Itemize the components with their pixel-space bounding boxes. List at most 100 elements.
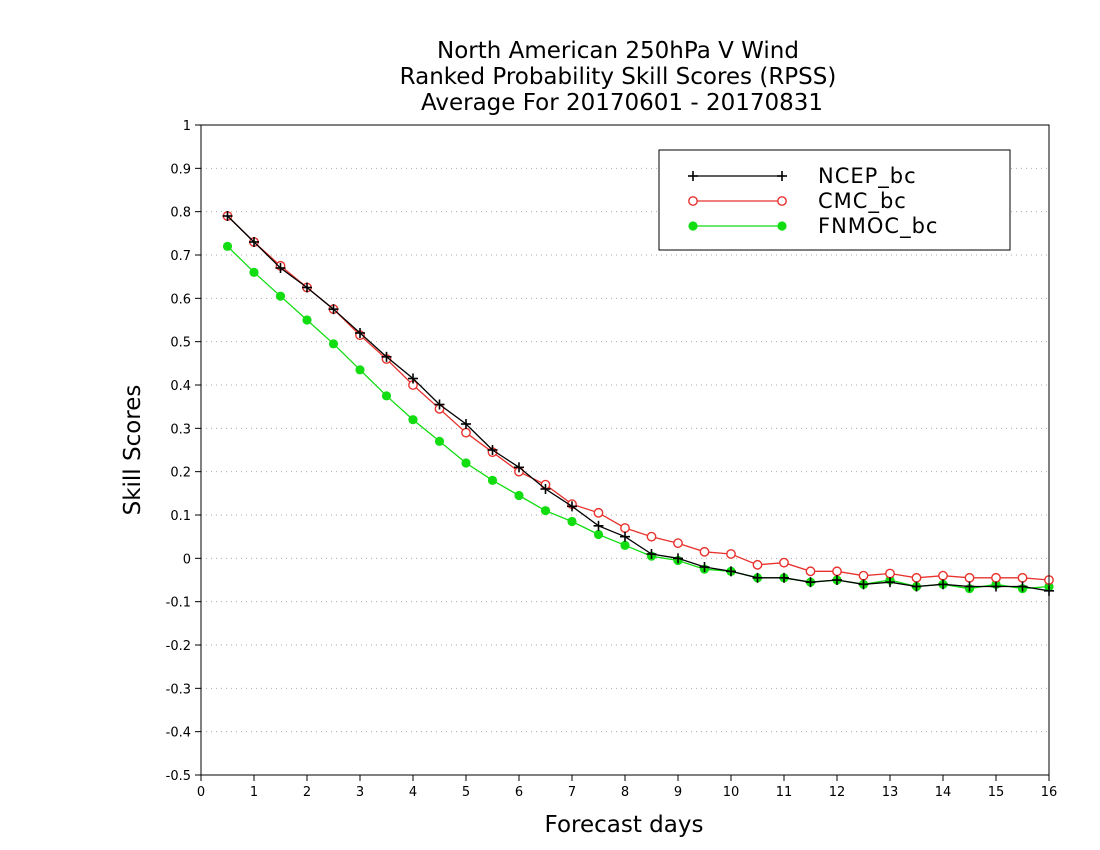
x-tick-label: 1 <box>250 785 258 800</box>
x-tick-label: 12 <box>829 785 846 800</box>
x-tick-label: 8 <box>621 785 629 800</box>
data-point <box>646 549 657 559</box>
series-line <box>227 245 1050 590</box>
legend-marker-fnmoc <box>688 221 787 231</box>
y-tick-label: 0.5 <box>170 336 191 351</box>
data-point <box>487 445 498 455</box>
data-point <box>858 570 869 581</box>
data-point <box>699 546 710 557</box>
y-tick-label: -0.5 <box>166 769 191 784</box>
data-point <box>885 568 895 579</box>
legend-label-cmc: CMC_bc <box>818 189 907 214</box>
grid-lines <box>201 167 1049 733</box>
y-tick-label: -0.1 <box>166 596 191 611</box>
x-axis-label: Forecast days <box>545 812 704 838</box>
legend-entry-ncep: NCEP_bc <box>688 164 917 189</box>
chart-title-line-2: Ranked Probability Skill Scores (RPSS) <box>400 64 837 90</box>
chart-title-line-3: Average For 20170601 - 20170831 <box>421 90 823 116</box>
x-tick-label: 10 <box>723 785 740 800</box>
legend-entry-cmc: CMC_bc <box>688 189 907 214</box>
data-point <box>461 427 471 438</box>
data-point <box>964 572 975 583</box>
y-tick-label: 0.9 <box>170 162 191 177</box>
data-point <box>302 282 312 293</box>
legend: NCEP_bc CMC_bc FNMOC_bc <box>658 149 1011 251</box>
legend-marker-cmc <box>688 196 787 206</box>
data-point <box>991 581 1001 592</box>
x-axis-ticks: 0 1 2 3 4 5 6 7 8 9 10 11 12 13 14 15 16 <box>197 775 1057 800</box>
data-point <box>434 399 445 410</box>
x-tick-label: 6 <box>515 785 523 800</box>
data-point <box>752 572 763 583</box>
data-point <box>408 373 418 384</box>
data-point <box>355 365 365 375</box>
data-point <box>832 575 842 585</box>
data-point <box>673 538 683 549</box>
series-layer <box>222 211 1054 596</box>
legend-marker-ncep <box>688 171 787 181</box>
series-ncep-bc <box>222 211 1054 596</box>
data-point <box>938 579 948 590</box>
series-line <box>227 215 1050 592</box>
data-point <box>540 506 551 516</box>
legend-label-ncep: NCEP_bc <box>818 164 917 189</box>
chart-title-line-1: North American 250hPa V Wind <box>437 38 799 64</box>
legend-marker <box>688 221 698 231</box>
x-tick-label: 14 <box>935 785 952 800</box>
legend-marker <box>777 171 787 181</box>
data-point <box>540 484 551 494</box>
data-point <box>726 566 736 577</box>
data-point <box>328 304 339 315</box>
x-tick-label: 2 <box>303 785 311 800</box>
legend-label-fnmoc: FNMOC_bc <box>818 214 938 239</box>
data-point <box>699 562 710 572</box>
y-axis-ticks: 1 0.9 0.8 0.7 0.6 0.5 0.4 0.3 0.2 0.1 0 -0.1 -0.2 -0.… <box>166 119 201 784</box>
x-tick-label: 0 <box>197 785 205 800</box>
data-point <box>673 553 683 564</box>
data-point <box>858 579 869 590</box>
data-point <box>381 351 392 362</box>
legend-marker <box>688 171 698 181</box>
data-point <box>726 549 736 559</box>
data-point <box>885 577 895 588</box>
data-point <box>620 531 630 542</box>
data-point <box>1017 572 1028 583</box>
series-fnmoc-bc <box>222 241 1054 594</box>
x-tick-label: 11 <box>776 785 793 800</box>
data-point <box>461 458 471 468</box>
legend-entry-fnmoc: FNMOC_bc <box>688 214 938 239</box>
data-point <box>779 557 789 568</box>
data-point <box>991 572 1001 583</box>
data-point <box>620 540 630 550</box>
y-tick-label: 0.3 <box>170 422 191 437</box>
y-tick-label: -0.4 <box>166 726 191 741</box>
data-point <box>964 581 975 592</box>
chart-title: North American 250hPa V Wind Ranked Prob… <box>400 38 837 116</box>
data-point <box>249 267 259 277</box>
y-tick-label: -0.3 <box>166 682 191 697</box>
data-point <box>911 581 922 592</box>
data-point <box>779 572 789 583</box>
data-point <box>222 241 233 251</box>
data-point <box>249 237 259 247</box>
data-point <box>620 523 630 533</box>
data-point <box>381 391 392 401</box>
y-tick-label: 0.7 <box>170 249 191 264</box>
data-point <box>328 339 339 349</box>
data-point <box>434 436 445 446</box>
data-point <box>487 475 498 485</box>
x-tick-label: 15 <box>988 785 1005 800</box>
x-tick-label: 16 <box>1041 785 1058 800</box>
data-point <box>593 529 604 540</box>
data-point <box>567 501 577 512</box>
legend-marker <box>688 196 698 206</box>
y-tick-label: 0.2 <box>170 466 191 481</box>
data-point <box>514 462 524 473</box>
y-axis-label: Skill Scores <box>120 385 146 516</box>
y-tick-label: 0 <box>183 552 191 567</box>
y-tick-label: -0.2 <box>166 639 191 654</box>
data-point <box>222 211 233 221</box>
data-point <box>911 572 922 583</box>
y-tick-label: 0.4 <box>170 379 191 394</box>
